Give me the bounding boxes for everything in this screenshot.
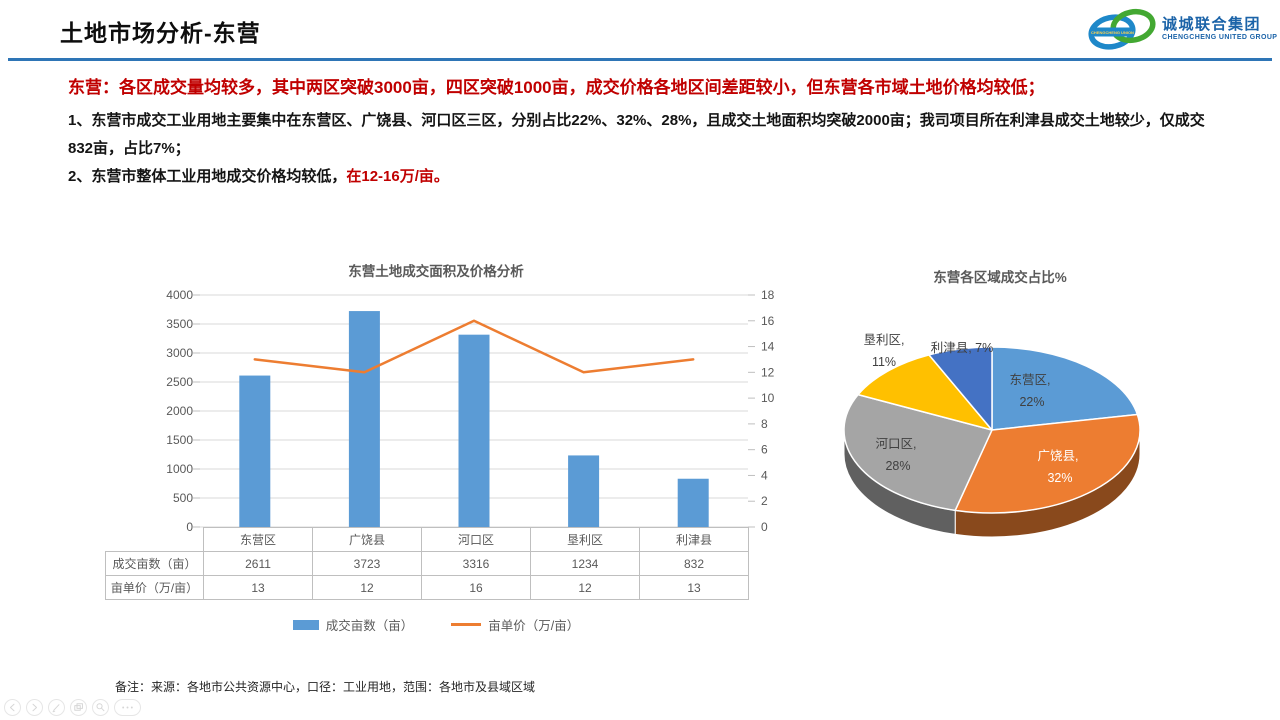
table-col-header: 东营区 xyxy=(203,527,313,552)
legend-item: 成交亩数（亩） xyxy=(292,615,414,634)
table-row: 成交亩数（亩） 2611 3723 3316 1234 832 xyxy=(105,551,749,576)
right-axis-label: 6 xyxy=(761,443,768,457)
bar-广饶县 xyxy=(348,311,380,527)
left-axis-label: 500 xyxy=(173,491,193,505)
pie-slice-利津县 xyxy=(928,346,993,431)
table-row: 亩单价（万/亩） 13 12 16 12 13 xyxy=(105,575,749,600)
logo-rings-icon: CHENGCHENG UNION xyxy=(1088,8,1156,50)
table-cell: 3316 xyxy=(421,551,531,576)
legend-label: 成交亩数（亩） xyxy=(325,619,414,633)
chart-data-table: 东营区 广饶县 河口区 垦利区 利津县 成交亩数（亩） 2611 3723 3316 1234 83… xyxy=(105,527,749,600)
next-slide-icon[interactable] xyxy=(26,699,43,716)
pie-label-垦利区: 11% xyxy=(872,355,896,369)
summary-block: 东营：各区成交量均较多，其中两区突破3000亩，四区突破1000亩，成交价格各地… xyxy=(68,76,1218,191)
pie-label-河口区: 河口区, xyxy=(876,437,917,451)
table-col-header: 垦利区 xyxy=(530,527,640,552)
legend-bar-swatch xyxy=(292,619,319,630)
pie-label-广饶县: 广饶县, xyxy=(1038,449,1079,463)
bar-利津县 xyxy=(677,478,709,527)
table-cell: 832 xyxy=(639,551,749,576)
pie-slice-广饶县 xyxy=(954,413,1141,514)
footnote: 备注：来源：各地市公共资源中心，口径：工业用地，范围：各地市及县域区域 xyxy=(115,680,536,694)
logo-name-en: CHENGCHENG UNITED GROUP xyxy=(1162,33,1278,41)
left-axis-label: 2500 xyxy=(166,375,193,389)
left-axis-label: 4000 xyxy=(166,288,193,302)
previous-slide-icon[interactable] xyxy=(4,699,21,716)
combo-chart-title: 东营土地成交面积及价格分析 xyxy=(348,264,524,279)
more-icon[interactable] xyxy=(114,699,141,716)
right-axis-label: 0 xyxy=(761,520,768,531)
table-cell: 2611 xyxy=(203,551,313,576)
table-col-header: 广饶县 xyxy=(312,527,422,552)
left-axis-label: 1500 xyxy=(166,433,193,447)
table-row-header: 亩单价（万/亩） xyxy=(105,575,204,600)
left-axis-label: 3500 xyxy=(166,317,193,331)
table-col-header: 河口区 xyxy=(421,527,531,552)
pie-chart-title: 东营各区域成交占比% xyxy=(933,270,1067,285)
header-divider xyxy=(8,58,1272,61)
pie-label-广饶县: 32% xyxy=(1047,471,1072,485)
right-axis-label: 12 xyxy=(761,365,775,379)
right-axis-label: 4 xyxy=(761,468,768,482)
table-cell: 12 xyxy=(312,575,422,600)
table-row-header: 成交亩数（亩） xyxy=(105,551,204,576)
table-cell: 13 xyxy=(203,575,313,600)
pie-chart-plot: 东营区, 22% 广饶县, 32% 河口区, 28% 垦利区, 11% 利津县, 7% xyxy=(843,333,1141,538)
pie-label-东营区: 东营区, xyxy=(1010,373,1051,387)
right-axis-label: 16 xyxy=(761,314,775,328)
right-axis-label: 2 xyxy=(761,494,768,508)
legend-line-swatch xyxy=(451,623,482,626)
combo-legend: 成交亩数（亩） 亩单价（万/亩） xyxy=(100,615,772,634)
bar-东营区 xyxy=(239,375,271,527)
table-cell: 13 xyxy=(639,575,749,600)
table-cell: 16 xyxy=(421,575,531,600)
left-axis-label: 3000 xyxy=(166,346,193,360)
legend-label: 亩单价（万/亩） xyxy=(488,619,580,633)
bar-河口区 xyxy=(458,334,490,527)
combo-chart-plot: 0 500 1000 1500 2000 2500 3000 3500 4000 0 2 4 6 8 10 1… xyxy=(166,288,775,531)
pie-label-河口区: 28% xyxy=(885,459,910,473)
table-cell: 12 xyxy=(530,575,640,600)
page-title: 土地市场分析-东营 xyxy=(60,20,261,46)
presenter-toolbar xyxy=(4,699,141,716)
logo-name-cn: 诚城联合集团 xyxy=(1162,16,1262,34)
legend-item: 亩单价（万/亩） xyxy=(451,615,579,634)
pie-label-东营区: 22% xyxy=(1019,395,1044,409)
right-axis-label: 10 xyxy=(761,391,775,405)
right-axis-label: 8 xyxy=(761,417,768,431)
right-axis-label: 18 xyxy=(761,288,775,302)
summary-headline: 东营：各区成交量均较多，其中两区突破3000亩，四区突破1000亩，成交价格各地… xyxy=(68,78,1045,97)
table-cell: 3723 xyxy=(312,551,422,576)
price-line xyxy=(253,319,695,374)
pie-label-利津县: 利津县, 7% xyxy=(931,341,994,355)
table-corner-cell xyxy=(106,528,204,552)
table-col-header: 利津县 xyxy=(639,527,749,552)
pie-label-垦利区: 垦利区, xyxy=(864,333,905,347)
pie-chart: 东营各区域成交占比% 东营区, 22% 广饶县, 32% 河口区, 28% 垦利区, 11% 利… xyxy=(830,256,1170,556)
left-axis-label: 2000 xyxy=(166,404,193,418)
zoom-icon[interactable] xyxy=(92,699,109,716)
summary-point-2: 2、东营市整体工业用地成交价格均较低，在12-16万/亩。 xyxy=(68,168,449,185)
left-axis-label: 1000 xyxy=(166,462,193,476)
company-logo: CHENGCHENG UNION 诚城联合集团 CHENGCHENG UNITE… xyxy=(1086,5,1277,53)
table-cell: 1234 xyxy=(530,551,640,576)
combo-chart: 东营土地成交面积及价格分析 0 500 1000 1500 2000 2500 3000 35… xyxy=(100,256,800,666)
left-axis-label: 0 xyxy=(186,520,193,531)
summary-point-1: 1、东营市成交工业用地主要集中在东营区、广饶县、河口区三区，分别占比22%、32… xyxy=(68,112,1205,157)
pie-slice-垦利区 xyxy=(857,354,993,431)
pie-slice-东营区 xyxy=(991,346,1139,431)
slide-panel-icon[interactable] xyxy=(70,699,87,716)
right-axis-label: 14 xyxy=(761,340,775,354)
pen-icon[interactable] xyxy=(48,699,65,716)
logo-badge-text: CHENGCHENG UNION xyxy=(1091,30,1134,35)
bar-垦利区 xyxy=(568,455,600,527)
pie-slice-河口区 xyxy=(843,393,993,512)
